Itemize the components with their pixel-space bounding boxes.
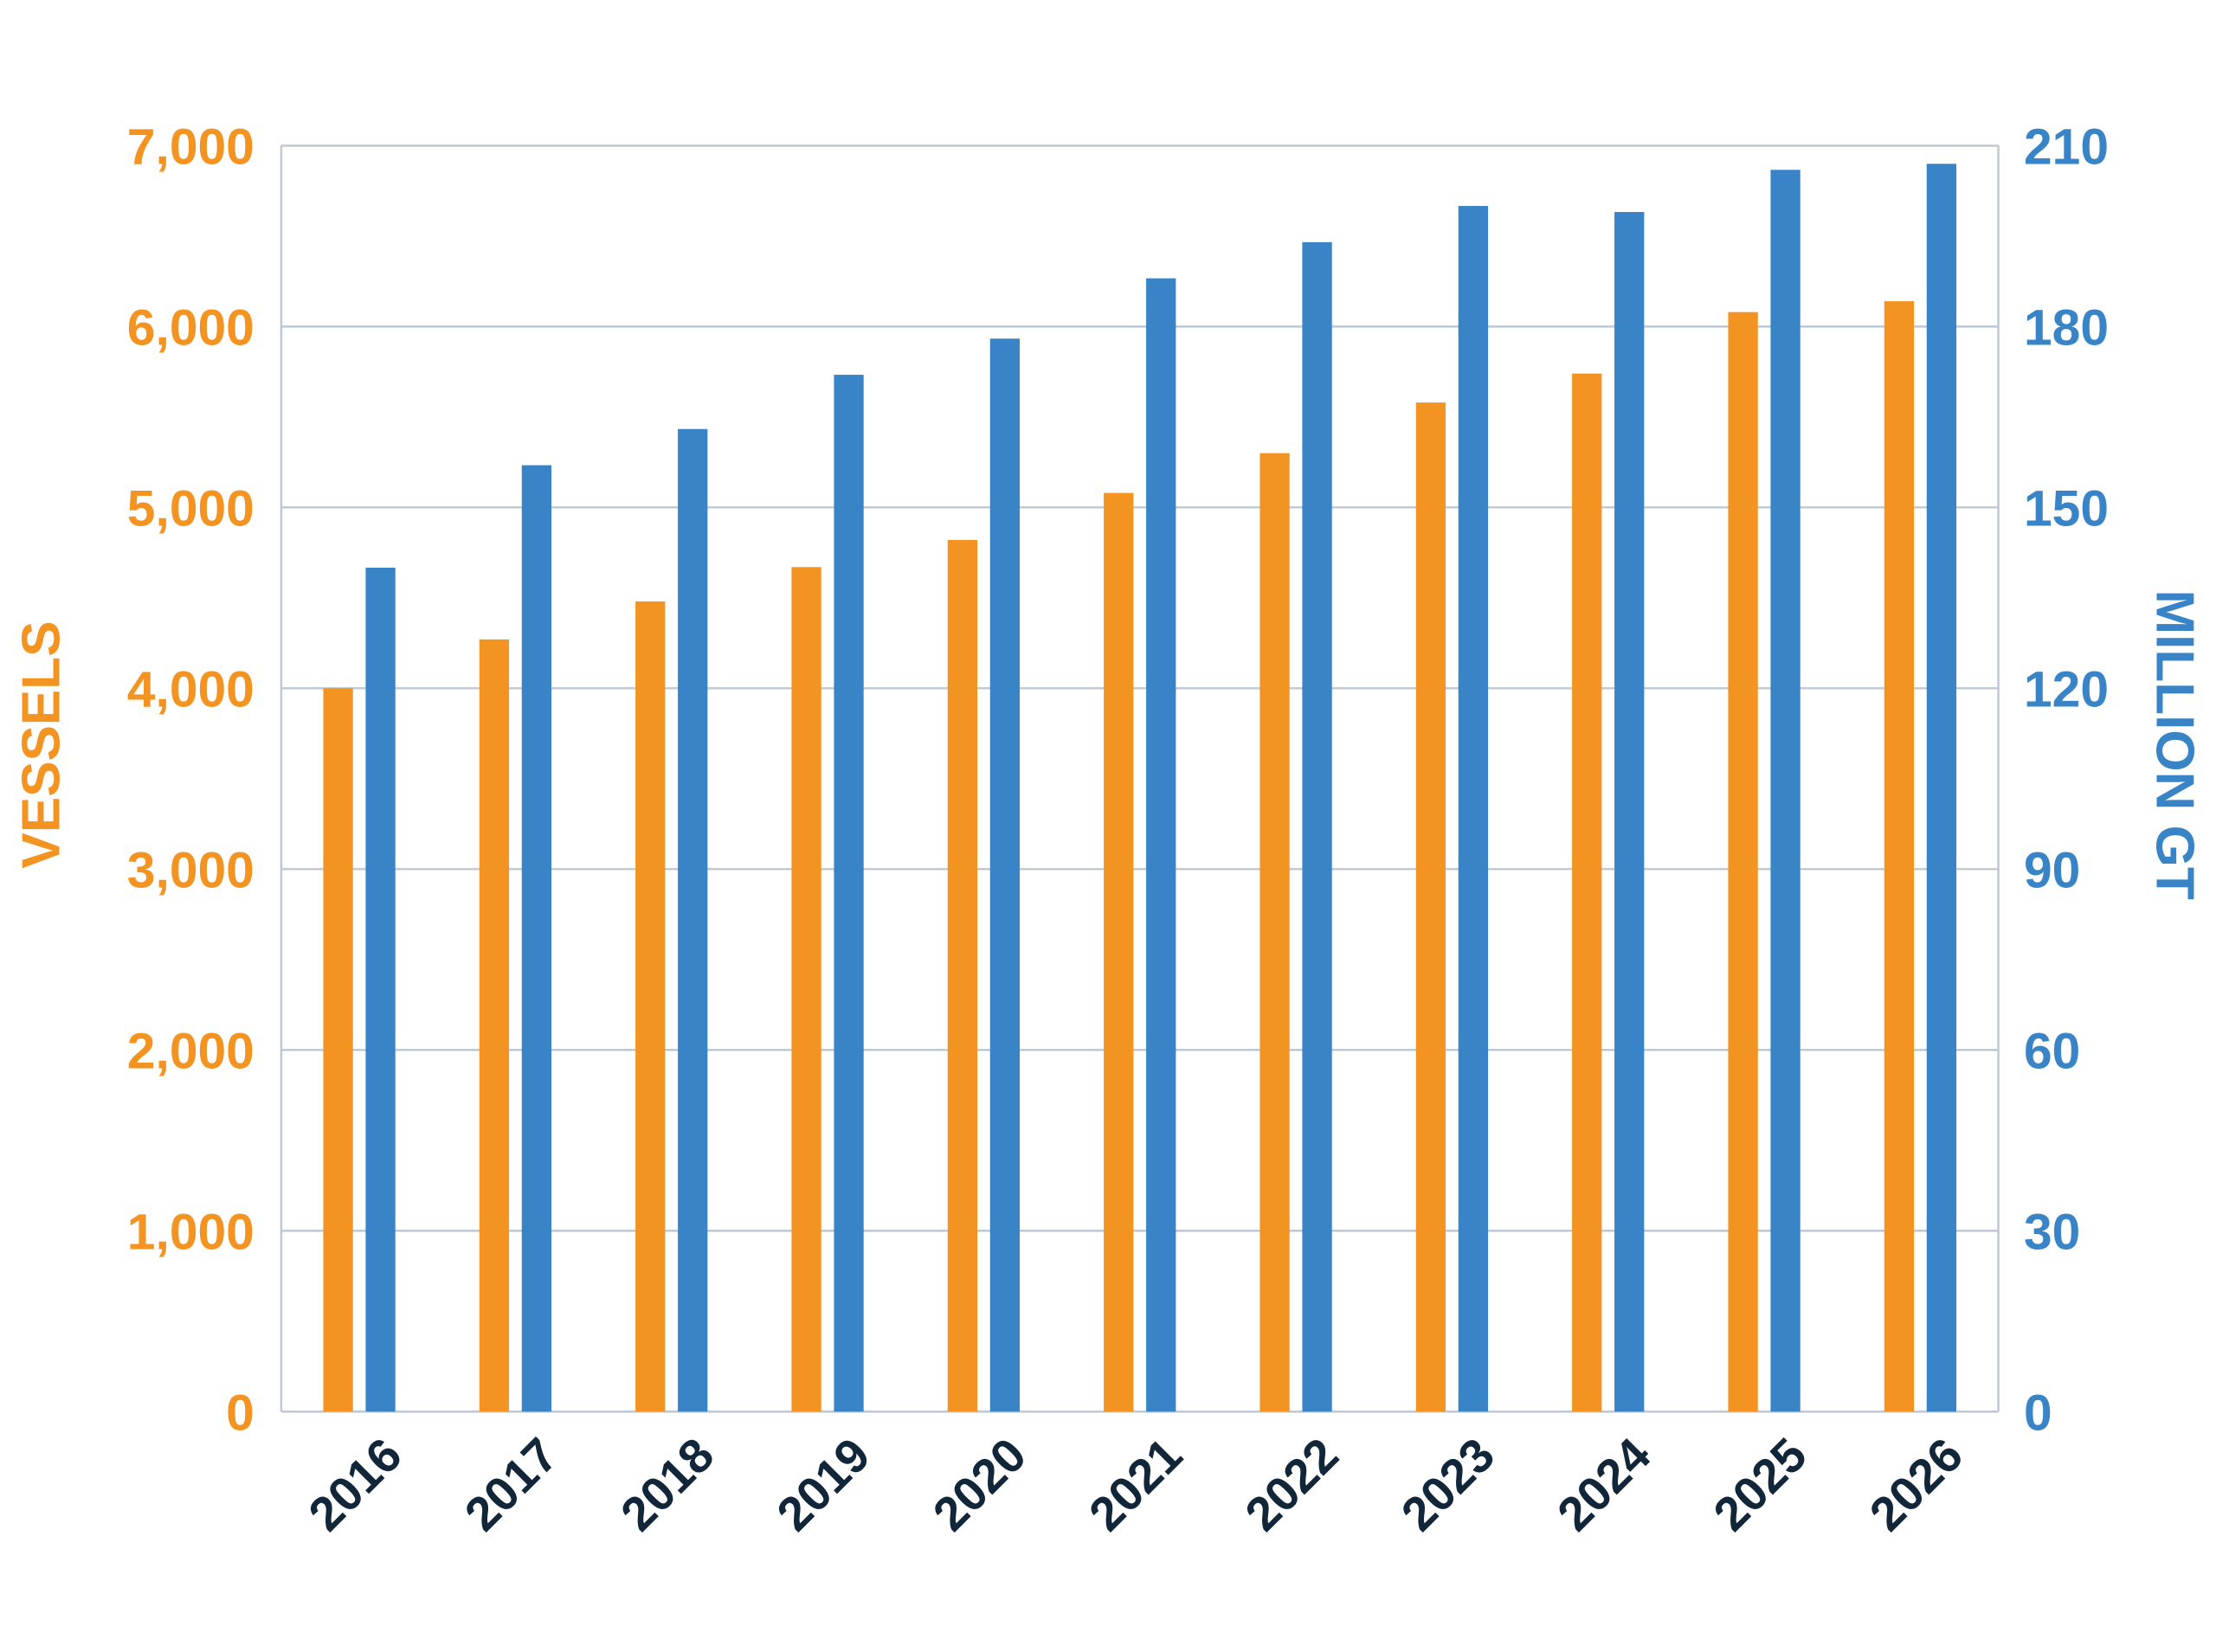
- right-axis-title: MILLION GT: [2144, 589, 2204, 899]
- x-tick-label: 2025: [1704, 1428, 1817, 1541]
- left-tick-label: 0: [226, 1385, 254, 1441]
- gridlines: [280, 145, 2000, 1413]
- x-tick-label: 2020: [923, 1428, 1036, 1541]
- vessels-bar-2019: [791, 567, 821, 1412]
- x-tick-label: 2026: [1859, 1428, 1973, 1541]
- x-axis-ticks: 2016 2017 2018 2019 2020 2021 2022 2023 2024 2025…: [299, 1428, 1973, 1541]
- x-tick-label: 2022: [1235, 1428, 1349, 1541]
- vessels-bar-2017: [479, 639, 510, 1412]
- vessels-bar-2016: [323, 688, 353, 1412]
- gt-bar-2021: [1146, 278, 1176, 1412]
- right-tick-label: 90: [2024, 843, 2080, 899]
- x-tick-label: 2018: [610, 1428, 724, 1541]
- left-tick-label: 1,000: [127, 1204, 254, 1260]
- gt-bar-2023: [1458, 206, 1489, 1412]
- right-tick-label: 0: [2024, 1385, 2052, 1441]
- right-tick-label: 150: [2024, 481, 2109, 537]
- gt-bar-2020: [989, 338, 1021, 1412]
- gt-bar-2025: [1770, 170, 1800, 1412]
- left-tick-label: 2,000: [127, 1024, 254, 1080]
- gt-bar-2024: [1614, 212, 1645, 1412]
- gt-bar-2026: [1926, 164, 1957, 1412]
- vessels-bar-2023: [1415, 402, 1446, 1412]
- right-tick-label: 210: [2024, 119, 2109, 176]
- left-axis-ticks: 0 1,000 2,000 3,000 4,000 5,000 6,000 7,000: [127, 119, 254, 1442]
- right-tick-label: 30: [2024, 1204, 2080, 1260]
- x-tick-label: 2024: [1547, 1428, 1660, 1541]
- x-tick-label: 2023: [1391, 1428, 1504, 1541]
- vessels-bar-2024: [1572, 373, 1602, 1412]
- left-tick-label: 6,000: [127, 300, 254, 357]
- x-tick-label: 2021: [1079, 1428, 1192, 1541]
- right-axis-ticks: 0 30 60 90 120 150 180 210: [2024, 119, 2109, 1442]
- left-tick-label: 4,000: [127, 662, 254, 718]
- left-axis-title: VESSELS: [12, 621, 72, 869]
- right-tick-label: 180: [2024, 300, 2109, 357]
- left-tick-label: 7,000: [127, 119, 254, 176]
- vessels-bar-2026: [1884, 301, 1915, 1412]
- x-tick-label: 2017: [454, 1428, 568, 1541]
- left-tick-label: 3,000: [127, 843, 254, 899]
- gt-bar-2018: [678, 428, 708, 1412]
- vessels-bar-2020: [947, 539, 978, 1412]
- vessels-bar-2018: [635, 601, 666, 1412]
- gt-bar-2019: [834, 375, 864, 1412]
- left-tick-label: 5,000: [127, 481, 254, 537]
- x-tick-label: 2019: [767, 1428, 880, 1541]
- gt-bar-2022: [1302, 241, 1332, 1412]
- vessels-bar-2025: [1728, 312, 1758, 1412]
- x-tick-label: 2016: [299, 1428, 412, 1541]
- gt-bar-2016: [365, 567, 396, 1412]
- right-tick-label: 120: [2024, 662, 2109, 718]
- bars: [323, 164, 1957, 1412]
- right-tick-label: 60: [2024, 1024, 2080, 1080]
- vessels-bar-2022: [1259, 453, 1290, 1412]
- vessels-bar-2021: [1104, 492, 1134, 1412]
- gt-bar-2017: [521, 465, 552, 1412]
